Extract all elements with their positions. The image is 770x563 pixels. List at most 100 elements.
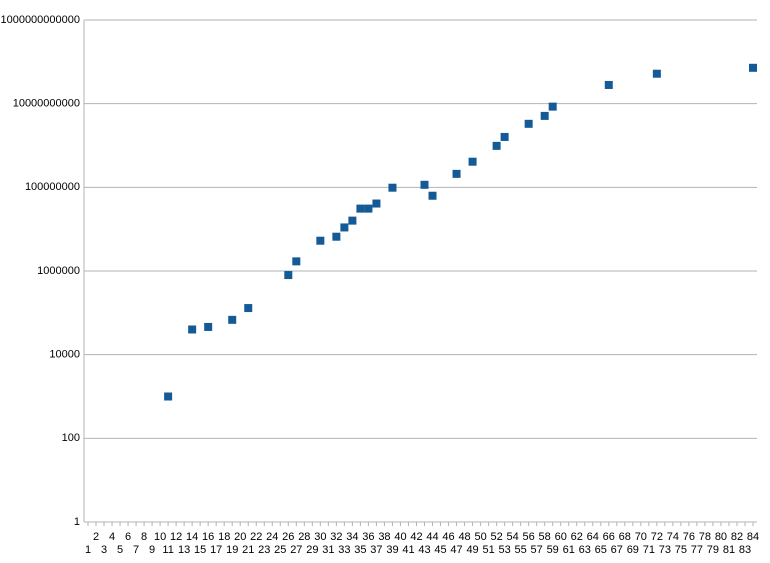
point [316,236,325,245]
x-tick-label: 84 [747,531,759,543]
x-tick-label: 61 [563,544,575,556]
point [748,63,757,72]
x-tick-label: 49 [466,544,478,556]
x-tick-label: 79 [707,544,719,556]
x-tick-label: 22 [250,531,262,543]
x-tick-label: 15 [194,544,206,556]
y-tick-label: 10000000000 [13,98,80,110]
point [228,315,237,324]
x-tick-label: 4 [109,531,115,543]
x-tick-label: 55 [515,544,527,556]
x-tick-label: 51 [482,544,494,556]
x-tick-label: 43 [418,544,430,556]
point [548,102,557,111]
point [540,111,549,120]
x-tick-label: 32 [330,531,342,543]
x-tick-label: 36 [362,531,374,543]
x-tick-label: 77 [691,544,703,556]
point [604,80,613,89]
x-tick-label: 75 [675,544,687,556]
point [292,257,301,266]
point [428,191,437,200]
point [332,232,341,241]
x-tick-label: 81 [723,544,735,556]
x-tick-label: 67 [611,544,623,556]
point [452,169,461,178]
x-tick-label: 31 [322,544,334,556]
x-tick-label: 39 [386,544,398,556]
point [492,141,501,150]
x-tick-label: 38 [378,531,390,543]
x-tick-label: 71 [643,544,655,556]
point [340,223,349,232]
x-tick-label: 26 [282,531,294,543]
point [164,392,173,401]
x-tick-label: 10 [154,531,166,543]
x-tick-label: 56 [523,531,535,543]
x-tick-label: 28 [298,531,310,543]
point [420,180,429,189]
x-tick-label: 16 [202,531,214,543]
point [388,183,397,192]
x-tick-label: 25 [274,544,286,556]
x-tick-label: 11 [162,544,173,556]
x-tick-label: 45 [434,544,446,556]
x-tick-label: 19 [226,544,238,556]
x-tick-label: 63 [579,544,591,556]
x-tick-label: 70 [635,531,647,543]
x-tick-label: 8 [141,531,147,543]
x-tick-label: 50 [474,531,486,543]
point [284,271,293,280]
x-tick-label: 82 [731,531,743,543]
x-tick-label: 40 [394,531,406,543]
x-tick-label: 78 [699,531,711,543]
x-tick-label: 7 [133,544,139,556]
x-tick-label: 73 [659,544,671,556]
x-tick-label: 69 [627,544,639,556]
point [244,304,253,313]
x-tick-label: 54 [507,531,519,543]
x-tick-label: 34 [346,531,358,543]
y-tick-label: 100000000 [25,181,80,193]
x-tick-label: 48 [458,531,470,543]
x-tick-label: 52 [490,531,502,543]
point [524,119,533,128]
x-tick-label: 47 [450,544,462,556]
point [500,132,509,141]
x-tick-label: 76 [683,531,695,543]
x-tick-label: 62 [571,531,583,543]
x-tick-label: 68 [619,531,631,543]
point [188,325,197,334]
x-tick-label: 13 [178,544,190,556]
x-tick-label: 9 [149,544,155,556]
x-tick-label: 33 [338,544,350,556]
x-tick-label: 30 [314,531,326,543]
x-tick-label: 24 [266,531,278,543]
x-tick-label: 14 [186,531,198,543]
x-tick-label: 60 [555,531,567,543]
x-tick-label: 3 [101,544,107,556]
x-tick-label: 46 [442,531,454,543]
x-tick-label: 66 [603,531,615,543]
x-tick-label: 58 [539,531,551,543]
point [468,157,477,166]
x-tick-label: 18 [218,531,230,543]
x-tick-label: 53 [499,544,511,556]
x-tick-label: 27 [290,544,302,556]
point [372,199,381,208]
x-tick-label: 5 [117,544,123,556]
point [348,216,357,225]
x-tick-label: 23 [258,544,270,556]
x-tick-label: 1 [85,544,91,556]
point [652,69,661,78]
x-tick-label: 35 [354,544,366,556]
x-tick-label: 83 [739,544,751,556]
x-tick-label: 74 [667,531,679,543]
x-tick-label: 2 [93,531,99,543]
x-tick-label: 59 [547,544,559,556]
x-tick-label: 41 [402,544,414,556]
point [356,204,365,213]
x-tick-label: 6 [125,531,131,543]
x-tick-label: 72 [651,531,663,543]
